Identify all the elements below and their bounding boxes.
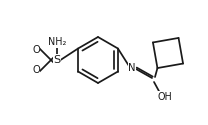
Text: N: N xyxy=(128,63,136,73)
Text: O: O xyxy=(32,65,40,75)
Text: S: S xyxy=(53,55,61,65)
Text: OH: OH xyxy=(158,92,172,102)
Text: O: O xyxy=(32,45,40,55)
Text: NH₂: NH₂ xyxy=(48,37,66,47)
